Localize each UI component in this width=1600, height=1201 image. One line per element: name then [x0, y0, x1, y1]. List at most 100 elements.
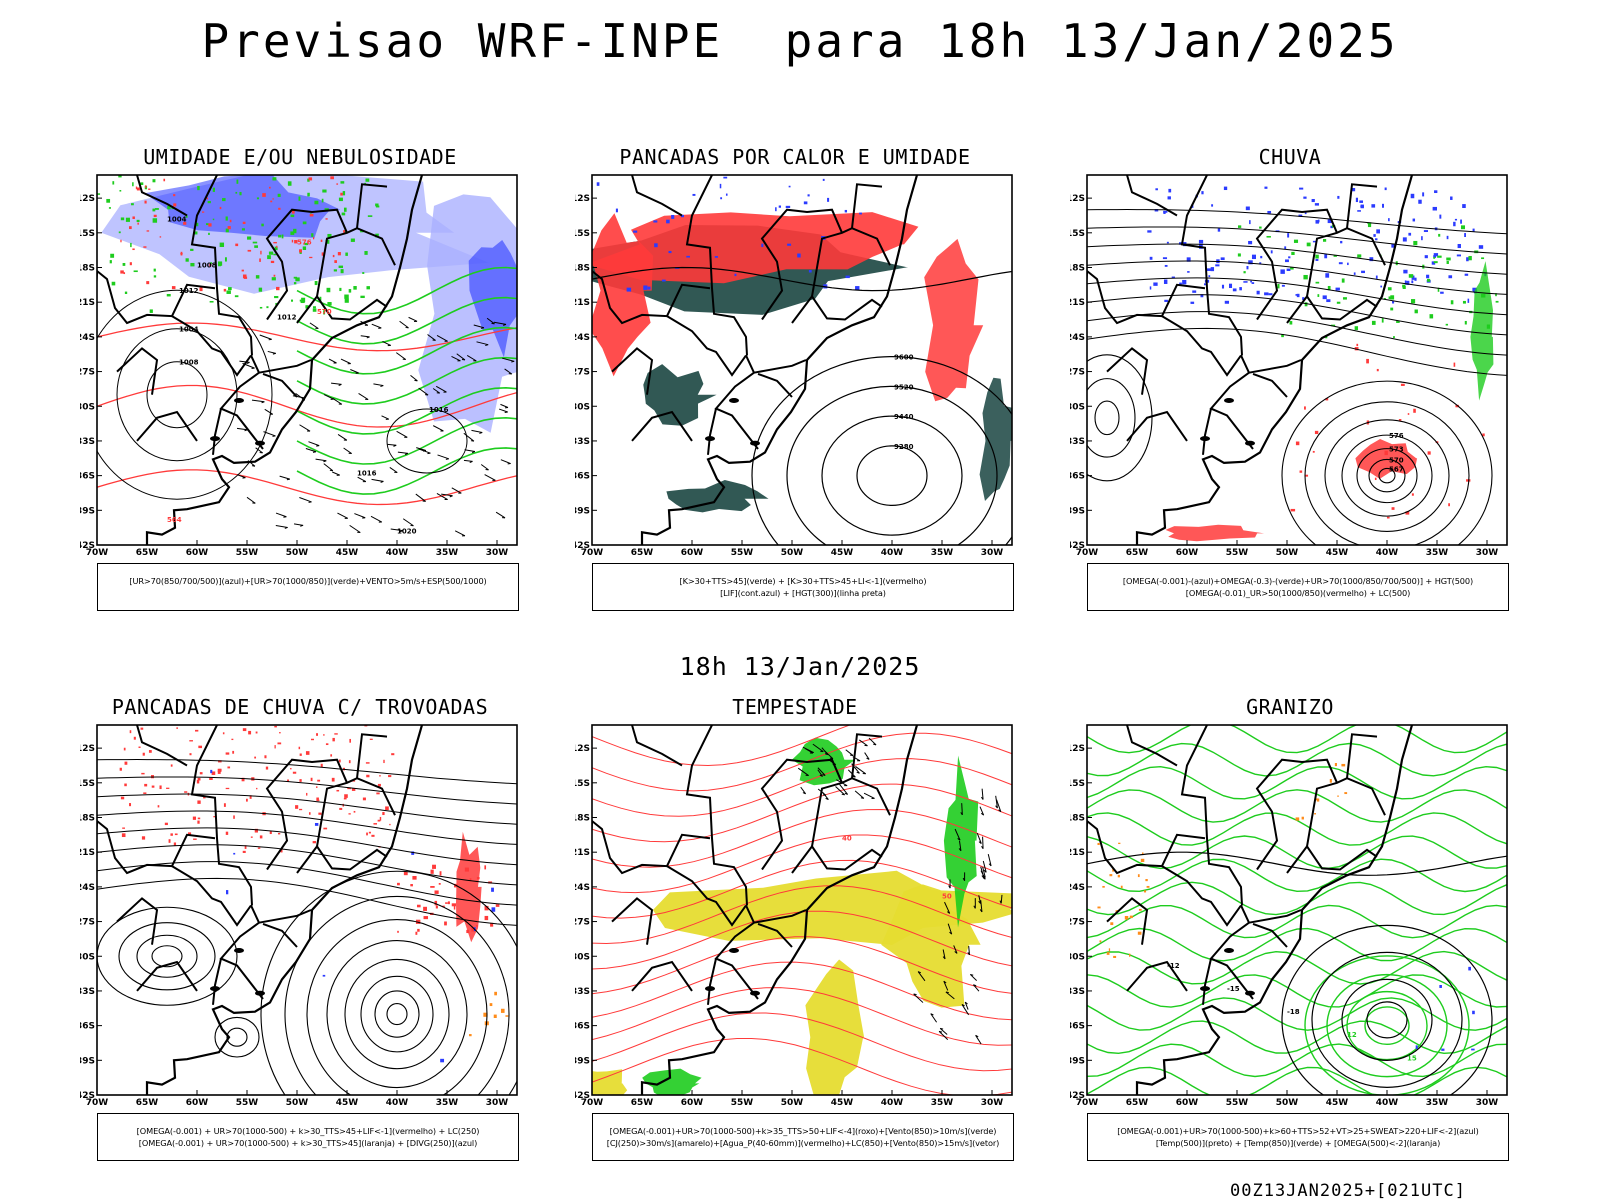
omega-blue — [1211, 204, 1213, 206]
thunder-red — [397, 931, 399, 933]
lat-tick-label: 15S — [575, 779, 590, 789]
omega-green — [1307, 243, 1311, 247]
omega-blue — [1316, 259, 1319, 261]
thunder-red — [415, 932, 417, 935]
omega-orange — [1097, 843, 1099, 845]
omega-green — [1470, 261, 1493, 401]
lat-tick-label: 33S — [1070, 437, 1085, 447]
omega-blue — [1433, 207, 1437, 211]
thickness-red — [338, 252, 341, 255]
lat-tick-label: 12S — [575, 744, 590, 754]
legend-line: [OMEGA(-0.001) + UR>70(1000-500) + k>30_… — [98, 1137, 518, 1149]
wind-vector — [316, 459, 327, 461]
thickness-red — [154, 215, 157, 217]
lat-tick-label: 36S — [1070, 1022, 1085, 1032]
thunder-red — [195, 730, 198, 732]
omega-blue — [1269, 293, 1273, 295]
omega-blue — [1457, 254, 1461, 256]
omega-blue — [1147, 230, 1151, 232]
lon-tick-label: 70W — [581, 548, 604, 558]
panel-tempestade: TEMPESTADE 405012S15S18S21S24S27S30S33S3… — [575, 695, 1015, 1195]
instability-red — [924, 239, 983, 401]
lon-tick-label: 50W — [781, 1098, 804, 1108]
humidity-green — [345, 299, 349, 303]
omega-blue — [1221, 257, 1225, 260]
thunder-red — [383, 760, 384, 763]
thickness-red — [208, 223, 211, 226]
contour-label: -15 — [1227, 985, 1240, 993]
lon-tick-label: 70W — [1076, 548, 1099, 558]
omega-blue — [1264, 292, 1268, 295]
height-contour — [822, 416, 962, 535]
omega-green — [1390, 308, 1393, 311]
lifted-index-blue — [616, 209, 618, 213]
rain-red — [1166, 525, 1265, 542]
omega-blue — [1473, 229, 1475, 232]
omega-blue — [1182, 280, 1186, 284]
wind-vector-head — [511, 361, 514, 362]
legend-box: [UR>70(850/700/500)](azul)+[UR>70(1000/8… — [97, 563, 519, 611]
thunder-red — [122, 828, 125, 829]
divergence-blue — [226, 890, 228, 894]
wind-vector — [265, 409, 273, 414]
legend-line: [LIF](cont.azul) + [HGT(300)](linha pret… — [593, 587, 1013, 599]
lat-tick-label: 21S — [575, 298, 590, 308]
omega-green — [1343, 297, 1347, 299]
wind-vector-head — [273, 353, 276, 354]
wind-vector-head — [479, 433, 482, 434]
humidity-green — [339, 288, 341, 291]
thunder-red — [198, 746, 202, 748]
humidity-green — [150, 309, 153, 313]
thunder-orange — [490, 1003, 493, 1006]
lon-tick-label: 65W — [1126, 1098, 1149, 1108]
thunder-red — [445, 902, 448, 904]
omega-orange — [1317, 799, 1319, 802]
thickness-red — [137, 223, 138, 225]
country-border — [612, 898, 652, 944]
humidity-green — [132, 182, 134, 186]
country-border — [1347, 734, 1377, 778]
lon-tick-label: 50W — [1276, 548, 1299, 558]
thunder-red — [349, 760, 351, 763]
humidity-green — [126, 218, 130, 222]
humidity-green — [313, 306, 316, 308]
lat-tick-label: 36S — [1070, 472, 1085, 482]
humidity-green — [155, 208, 159, 210]
thickness-red — [243, 275, 247, 279]
thickness-red — [146, 281, 149, 284]
thunder-red — [330, 754, 332, 756]
wind-vector — [372, 324, 381, 328]
thunder-red — [144, 784, 147, 787]
thickness-red — [235, 244, 238, 247]
lat-tick-label: 12S — [575, 194, 590, 204]
humidity-green — [339, 198, 343, 201]
rain-red — [1454, 363, 1456, 367]
panel-title: GRANIZO — [1070, 695, 1510, 719]
rain-red — [1375, 478, 1377, 480]
map-chuva: 56757057357612S15S18S21S24S27S30S33S36S3… — [1070, 167, 1510, 567]
wind-vector-head — [946, 992, 949, 993]
lon-tick-label: 70W — [86, 1098, 109, 1108]
omega-blue — [1447, 236, 1449, 239]
wind-vector — [397, 431, 408, 437]
thunder-red — [366, 762, 370, 763]
country-border — [1127, 412, 1187, 441]
map-frame — [1087, 725, 1507, 1095]
omega-orange — [1121, 886, 1123, 888]
humidity-green — [260, 307, 262, 309]
divergence-blue — [491, 888, 494, 892]
contour-label: 1020 — [397, 527, 417, 535]
thickness-red — [278, 208, 280, 210]
wind-vector — [361, 336, 370, 337]
lake-shape — [255, 441, 265, 446]
thunder-red — [317, 780, 320, 782]
country-border — [1249, 910, 1301, 923]
thunder-red — [354, 811, 356, 813]
wind-vector — [338, 434, 347, 440]
lat-tick-label: 18S — [1070, 814, 1085, 824]
panel-title: UMIDADE E/OU NEBULOSIDADE — [80, 145, 520, 169]
omega-green — [1277, 284, 1279, 288]
omega-blue — [1246, 207, 1250, 211]
